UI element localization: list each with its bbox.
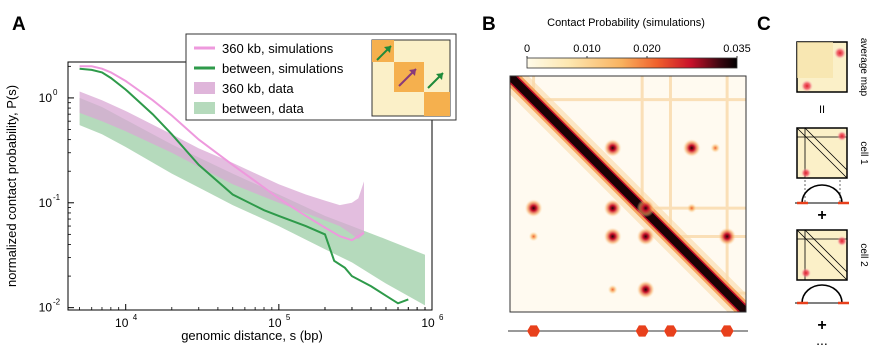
colorbar-tick-label: 0.010 bbox=[573, 43, 601, 55]
x-tick-exponent: 5 bbox=[286, 313, 291, 322]
average-map-icon bbox=[796, 41, 848, 93]
colorbar-ticks: 0 0.010 0.020 0.035 bbox=[524, 43, 751, 58]
y-tick-label: 10 bbox=[39, 301, 53, 315]
contact-peak bbox=[607, 284, 618, 295]
legend: 360 kb, simulations between, simulations 3… bbox=[185, 33, 457, 121]
legend-label: 360 kb, simulations bbox=[222, 41, 334, 56]
heatmap-frame bbox=[509, 75, 747, 313]
x-tick-label: 10 bbox=[115, 316, 129, 330]
simulation-lines bbox=[79, 65, 409, 305]
cell-1-map bbox=[795, 127, 849, 205]
contact-peak bbox=[682, 138, 701, 157]
contact-peak bbox=[528, 231, 539, 242]
loop-anchor-marker bbox=[527, 325, 541, 337]
y-tick-exponent: -1 bbox=[53, 193, 61, 202]
contact-peak bbox=[636, 199, 655, 218]
cell-decomposition-panel: average map II cell 1 + bbox=[795, 38, 869, 348]
contact-peak bbox=[718, 227, 737, 246]
contact-peak bbox=[686, 203, 697, 214]
band-360kb-data bbox=[79, 91, 364, 240]
tad-schematic bbox=[371, 39, 451, 117]
legend-label: between, simulations bbox=[222, 61, 344, 76]
x-tick-label: 10 bbox=[268, 316, 282, 330]
contact-peak bbox=[524, 199, 543, 218]
plus-symbol: + bbox=[817, 207, 826, 224]
loop-anchor-marker bbox=[720, 325, 734, 337]
heatmap-panel: Contact Probability (simulations) 0 0.010… bbox=[508, 17, 751, 337]
contact-peak bbox=[603, 199, 622, 218]
contact-peak bbox=[710, 142, 721, 153]
contact-peak bbox=[636, 227, 655, 246]
panel-label-a: A bbox=[12, 14, 26, 35]
x-tick-exponent: 6 bbox=[439, 313, 444, 322]
plus-symbol: + bbox=[817, 317, 826, 334]
y-tick-label: 10 bbox=[39, 91, 53, 105]
cell-2-map bbox=[795, 229, 849, 305]
y-tick-exponent: -2 bbox=[53, 298, 61, 307]
x-axis-ticks: 10 4 10 5 10 6 bbox=[79, 304, 444, 330]
loop-anchor-marker bbox=[635, 325, 649, 337]
panel-label-b: B bbox=[482, 14, 496, 35]
y-axis-label: normalized contact probability, P(s) bbox=[4, 85, 19, 287]
legend-swatch bbox=[194, 102, 215, 114]
loop-anchor-marker bbox=[664, 325, 677, 337]
y-tick-exponent: 0 bbox=[53, 88, 58, 97]
cell-1-label: cell 1 bbox=[858, 141, 869, 165]
contact-heatmap bbox=[510, 76, 746, 312]
colorbar-tick-label: 0.020 bbox=[633, 43, 661, 55]
y-tick-label: 10 bbox=[39, 196, 53, 210]
heatmap-title: Contact Probability (simulations) bbox=[547, 17, 705, 29]
colorbar bbox=[526, 57, 738, 69]
panel-label-c: C bbox=[757, 14, 771, 35]
legend-label: 360 kb, data bbox=[222, 81, 294, 96]
line-between-sim bbox=[79, 67, 409, 305]
average-map-label: average map bbox=[858, 38, 869, 97]
legend-label: between, data bbox=[222, 101, 304, 116]
loop-anchor-track bbox=[527, 325, 734, 337]
contact-peak bbox=[603, 138, 622, 157]
legend-swatch bbox=[194, 82, 215, 94]
contact-peak bbox=[636, 280, 655, 299]
colorbar-tick-label: 0.035 bbox=[723, 43, 751, 55]
x-tick-exponent: 4 bbox=[133, 313, 138, 322]
equals-symbol: II bbox=[819, 104, 825, 116]
cell-2-label: cell 2 bbox=[858, 243, 869, 267]
line-360kb-sim bbox=[79, 65, 365, 242]
colorbar-tick-label: 0 bbox=[524, 43, 530, 55]
x-axis-label: genomic distance, s (bp) bbox=[181, 328, 323, 343]
data-bands bbox=[79, 91, 425, 306]
contact-peak bbox=[603, 227, 622, 246]
ellipsis: ... bbox=[816, 332, 828, 348]
x-tick-label: 10 bbox=[421, 316, 435, 330]
